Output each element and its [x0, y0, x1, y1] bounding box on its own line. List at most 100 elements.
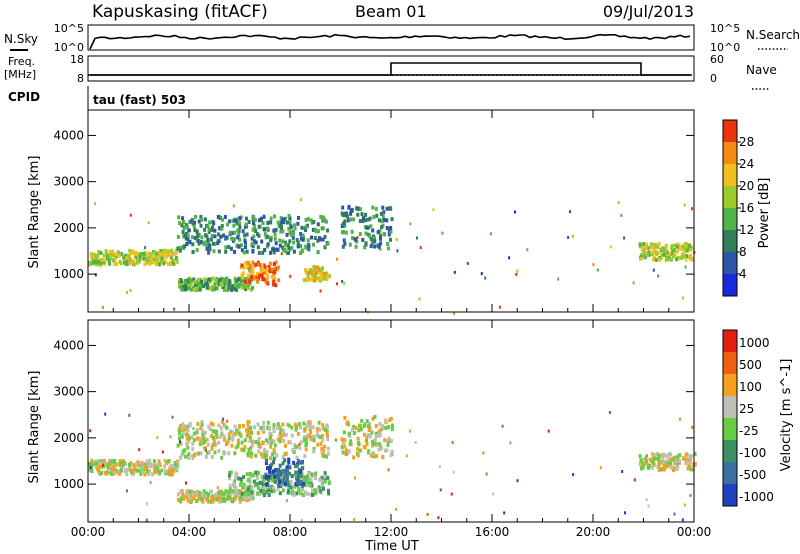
echo-cell [650, 252, 654, 256]
echo-cell [231, 218, 235, 223]
echo-cell [266, 281, 270, 286]
echo-cell [96, 253, 100, 258]
echo-cell [366, 217, 370, 222]
echo-cell [201, 493, 205, 498]
echo-cell [190, 435, 194, 440]
echo-cell [363, 245, 367, 250]
echo-cell [683, 249, 687, 253]
echo-cell [363, 422, 367, 427]
echo-cell [181, 422, 185, 427]
echo-cell [203, 217, 207, 222]
echo-cell [233, 276, 237, 281]
echo-cell [673, 512, 676, 516]
echo-cell [278, 243, 282, 248]
echo-cell [223, 451, 227, 456]
echo-cell [225, 276, 229, 281]
echo-cell [599, 466, 602, 470]
echo-cell [294, 427, 298, 432]
echo-cell [192, 287, 196, 292]
echo-cell [321, 217, 325, 222]
echo-cell [370, 430, 374, 435]
echo-cell [237, 431, 241, 436]
echo-cell [222, 233, 226, 238]
echo-cell [239, 477, 243, 482]
echo-cell [351, 236, 355, 240]
echo-cell [323, 276, 326, 281]
echo-cell [213, 234, 217, 239]
echo-cell [327, 491, 331, 496]
echo-cell [238, 237, 242, 242]
echo-cell [217, 249, 221, 254]
echo-cell [107, 461, 111, 466]
echo-cell [480, 272, 483, 276]
cpid-value: tau (fast) 503 [93, 93, 186, 107]
echo-cell [187, 283, 191, 288]
echo-cell [353, 517, 356, 521]
echo-cell [250, 443, 254, 448]
echo-cell [219, 426, 223, 431]
echo-cell [181, 216, 185, 221]
echo-cell [111, 468, 115, 473]
echo-cell [282, 438, 286, 443]
echo-cell [292, 249, 296, 254]
echo-cell [662, 467, 666, 472]
echo-cell [678, 246, 682, 251]
colorbar-tick-label: 12 [739, 223, 754, 237]
echo-cell [169, 467, 173, 472]
echo-cell [364, 212, 368, 217]
echo-cell [659, 453, 663, 458]
echo-cell [199, 223, 203, 228]
echo-cell [326, 434, 329, 439]
echo-cell [381, 213, 385, 218]
echo-cell [367, 449, 371, 454]
echo-cell [227, 244, 231, 249]
echo-cell [356, 236, 359, 240]
echo-cell [281, 245, 285, 250]
echo-cell [302, 421, 306, 426]
echo-cell [304, 443, 308, 448]
echo-cell [676, 465, 680, 470]
echo-cell [262, 425, 265, 430]
echo-cell [238, 424, 242, 429]
echo-cell [322, 454, 326, 458]
echo-cell [316, 229, 320, 234]
echo-cell [273, 474, 277, 479]
echo-cell [231, 436, 235, 441]
echo-cell [225, 425, 229, 430]
echo-cell [210, 434, 214, 438]
nave-tick-bottom: 0 [710, 72, 717, 85]
echo-cell [321, 226, 325, 231]
echo-cell [212, 495, 216, 500]
echo-cell [489, 232, 492, 236]
echo-cell [670, 252, 673, 256]
echo-cell [326, 451, 330, 456]
echo-cell [179, 441, 183, 446]
echo-cell [120, 468, 123, 473]
echo-cell [108, 460, 112, 465]
echo-cell [664, 453, 668, 458]
echo-cell [111, 249, 115, 254]
echo-cell [226, 222, 229, 227]
echo-cell [157, 459, 161, 464]
echo-cell [109, 464, 113, 468]
echo-cell [261, 440, 265, 445]
echo-cell [196, 421, 200, 426]
echo-cell [237, 492, 241, 497]
echo-cell [161, 450, 164, 454]
echo-cell [390, 427, 394, 431]
echo-cell [311, 273, 314, 278]
echo-cell [452, 470, 455, 474]
echo-cell [262, 483, 266, 488]
echo-cell [147, 253, 151, 258]
echo-cell [299, 244, 303, 249]
echo-cell [515, 273, 518, 276]
echo-cell [281, 455, 285, 460]
echo-cell [130, 259, 134, 264]
echo-cell [307, 478, 311, 483]
colorbar-tick-label: 8 [739, 245, 747, 259]
echo-cell [109, 256, 113, 261]
echo-cell [108, 261, 111, 266]
echo-cell [260, 273, 264, 278]
echo-cell [300, 474, 304, 479]
echo-cell [667, 452, 671, 457]
